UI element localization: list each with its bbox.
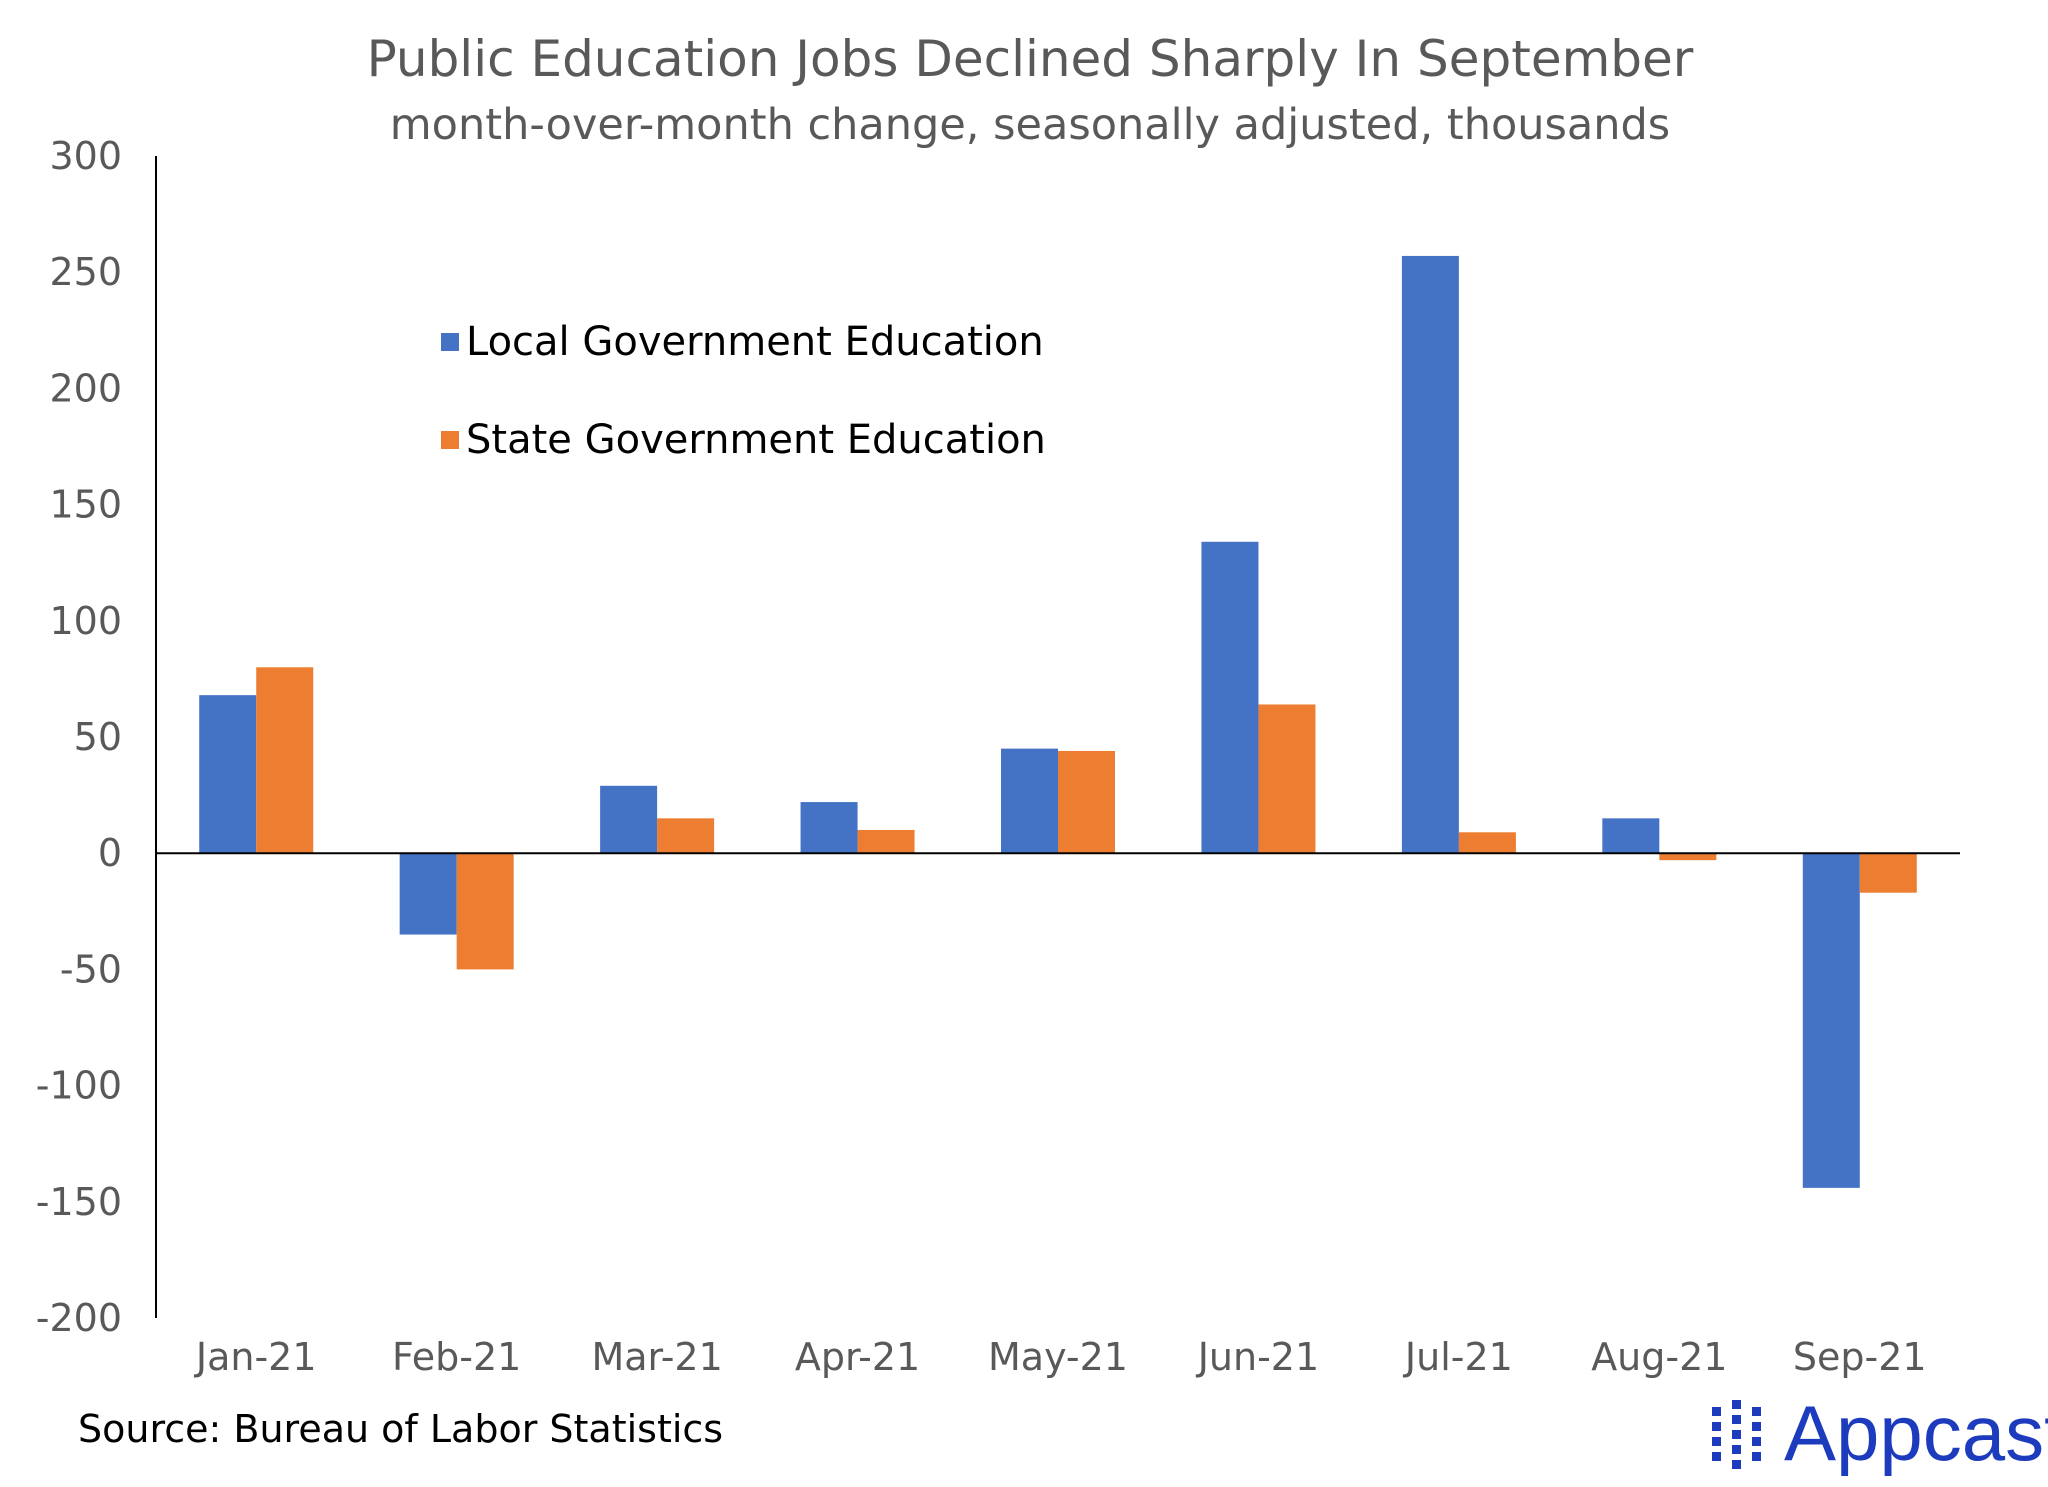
y-tick-label: -50 (60, 947, 122, 991)
source-note: Source: Bureau of Labor Statistics (78, 1407, 723, 1451)
y-tick-label: 150 (49, 483, 122, 527)
x-tick-label: May-21 (988, 1335, 1128, 1379)
y-tick-label: -150 (36, 1180, 122, 1224)
bar-state-feb-21 (456, 853, 514, 970)
chart-subtitle: month-over-month change, seasonally adju… (390, 100, 1670, 150)
logo-dot (1732, 1415, 1741, 1424)
logo-dot (1712, 1452, 1721, 1461)
bar-state-jan-21 (256, 667, 314, 854)
logo-dot (1732, 1430, 1741, 1439)
logo-wordmark: Appcast (1784, 1389, 2048, 1477)
bar-local-apr-21 (800, 802, 858, 854)
legend-label-state: State Government Education (466, 417, 1046, 463)
bar-state-apr-21 (857, 829, 915, 854)
bar-state-may-21 (1058, 750, 1115, 854)
y-tick-label: 250 (49, 250, 122, 294)
logo-dot (1752, 1407, 1761, 1416)
x-tick-label: Feb-21 (392, 1335, 521, 1379)
x-tick-label: Jun-21 (1196, 1335, 1319, 1379)
logo-dot (1752, 1422, 1761, 1431)
logo-dot (1732, 1400, 1741, 1409)
bar-local-mar-21 (600, 785, 658, 854)
legend-swatch-local (441, 333, 459, 351)
chart-title: Public Education Jobs Declined Sharply I… (367, 30, 1694, 88)
bar-local-jun-21 (1201, 541, 1259, 854)
y-axis-ticks: 300 250 200 150 100 50 0 -50 -100 -150 -200 (36, 134, 122, 1340)
bar-local-jan-21 (199, 695, 257, 854)
bar-state-jul-21 (1458, 832, 1516, 854)
logo-dot (1752, 1437, 1761, 1446)
logo-dot (1712, 1422, 1721, 1431)
appcast-logo: Appcast (1712, 1389, 2048, 1477)
legend: Local Government Education State Governm… (441, 319, 1046, 463)
bar-state-aug-21 (1659, 853, 1717, 861)
bar-state-jun-21 (1258, 704, 1316, 854)
bars (199, 255, 1917, 1188)
x-tick-label: Apr-21 (795, 1335, 920, 1379)
y-tick-label: 200 (49, 366, 122, 410)
y-tick-label: -200 (36, 1296, 122, 1340)
logo-dot (1752, 1452, 1761, 1461)
y-tick-label: 50 (74, 715, 122, 759)
bar-state-sep-21 (1859, 853, 1917, 893)
x-tick-label: Aug-21 (1591, 1335, 1727, 1379)
x-axis-ticks: Jan-21 Feb-21 Mar-21 Apr-21 May-21 Jun-21 Jul-… (194, 1335, 1927, 1379)
dot-grid-icon (1712, 1400, 1761, 1469)
legend-label-local: Local Government Education (466, 319, 1044, 365)
bar-local-jul-21 (1401, 255, 1459, 854)
y-tick-label: 0 (98, 831, 122, 875)
logo-dot (1712, 1437, 1721, 1446)
logo-dot (1732, 1460, 1741, 1469)
bar-state-mar-21 (657, 818, 715, 854)
y-tick-label: 100 (49, 599, 122, 643)
bar-local-aug-21 (1602, 818, 1660, 854)
logo-dot (1712, 1407, 1721, 1416)
y-tick-label: 300 (49, 134, 122, 178)
x-tick-label: Sep-21 (1793, 1335, 1927, 1379)
x-tick-label: Jul-21 (1403, 1335, 1513, 1379)
x-tick-label: Mar-21 (591, 1335, 722, 1379)
bar-local-feb-21 (399, 853, 457, 935)
x-tick-label: Jan-21 (194, 1335, 317, 1379)
y-tick-label: -100 (36, 1064, 122, 1108)
legend-swatch-state (441, 431, 459, 449)
bar-local-may-21 (1001, 748, 1058, 854)
bar-local-sep-21 (1802, 853, 1860, 1188)
logo-dot (1732, 1445, 1741, 1454)
